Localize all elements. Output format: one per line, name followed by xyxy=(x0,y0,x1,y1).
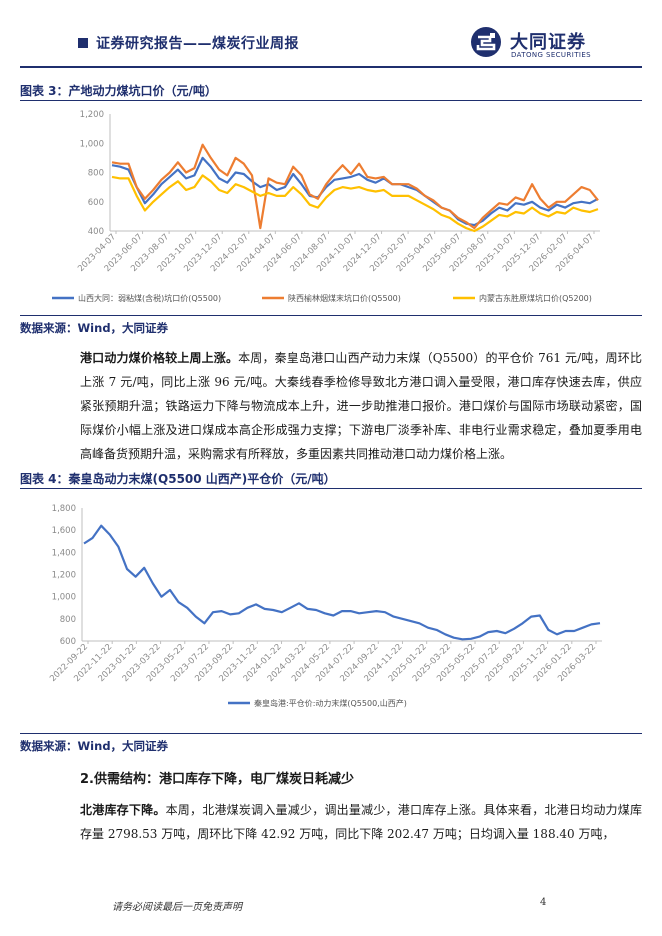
y-tick-label: 400 xyxy=(88,227,104,237)
y-tick-label: 1,000 xyxy=(80,139,104,149)
y-tick-label: 800 xyxy=(88,169,104,179)
y-tick-label: 600 xyxy=(88,198,104,208)
figure3-bottom-rule xyxy=(20,315,642,316)
legend-label-2: 陕西榆林烟煤末坑口价(Q5500) xyxy=(288,293,401,303)
series-line-1 xyxy=(111,156,599,227)
paragraph-north-port: 北港库存下降。本周，北港煤炭调入量减少，调出量减少，港口库存上涨。具体来看，北港… xyxy=(80,798,642,846)
legend-label-1: 秦皇岛港:平仓价:动力末煤(Q5500,山西产) xyxy=(254,698,407,708)
series-line-1 xyxy=(83,524,601,641)
paragraph-north-port-lead: 北港库存下降。 xyxy=(80,803,166,817)
legend-label-3: 内蒙古东胜原煤坑口价(Q5200) xyxy=(479,293,592,303)
paragraph-north-port-text: 本周，北港煤炭调入量减少，调出量减少，港口库存上涨。具体来看，北港日均动力煤库存… xyxy=(80,803,642,841)
company-logo: 大同证券 DATONG SECURITIES xyxy=(470,26,610,62)
y-tick-label: 1,000 xyxy=(52,593,76,603)
header-rule xyxy=(20,66,642,68)
paragraph-port-price-text: 本周，秦皇岛港口山西产动力末煤（Q5500）的平仓价 761 元/吨，周环比上涨… xyxy=(80,351,642,461)
figure4-bottom-rule xyxy=(20,733,642,734)
y-tick-label: 1,200 xyxy=(52,571,76,581)
footer-disclaimer: 请务必阅读最后一页免责声明 xyxy=(112,902,242,913)
figure3-chart: 1,2001,0008006004002023-04-072023-06-072… xyxy=(52,110,600,303)
datong-logo-icon xyxy=(471,27,501,57)
figure3-source: 数据来源：Wind，大同证券 xyxy=(20,321,169,335)
figure4-top-rule xyxy=(20,488,642,489)
y-tick-label: 800 xyxy=(60,615,76,625)
y-tick-label: 1,400 xyxy=(52,548,76,558)
y-tick-label: 1,800 xyxy=(52,504,76,514)
figure4-chart: 1,8001,6001,4001,2001,0008006002022-09-2… xyxy=(48,504,602,708)
logo-text-en: DATONG SECURITIES xyxy=(511,51,591,59)
figure4-title: 图表 4：秦皇岛动力末煤(Q5500 山西产)平仓价（元/吨） xyxy=(20,472,336,486)
figure3-top-rule xyxy=(20,100,642,101)
report-header-title: 证券研究报告——煤炭行业周报 xyxy=(96,36,299,52)
paragraph-port-price-lead: 港口动力煤价格较上周上涨。 xyxy=(80,351,239,365)
paragraph-port-price: 港口动力煤价格较上周上涨。本周，秦皇岛港口山西产动力末煤（Q5500）的平仓价 … xyxy=(80,346,642,466)
y-tick-label: 1,200 xyxy=(80,110,104,120)
figure3-title: 图表 3：产地动力煤坑口价（元/吨） xyxy=(20,84,217,98)
section2-heading: 2.供需结构：港口库存下降，电厂煤炭日耗减少 xyxy=(80,772,354,787)
header-square-icon xyxy=(78,38,88,48)
y-tick-label: 1,600 xyxy=(52,526,76,536)
figure4-source: 数据来源：Wind，大同证券 xyxy=(20,739,169,753)
series-line-2 xyxy=(111,143,599,230)
y-tick-label: 600 xyxy=(60,637,76,647)
series-line-3 xyxy=(111,174,599,233)
page-number: 4 xyxy=(540,897,547,908)
logo-text-cn: 大同证券 xyxy=(510,32,586,53)
legend-label-1: 山西大同：弱粘煤(含税)坑口价(Q5500) xyxy=(78,293,221,303)
